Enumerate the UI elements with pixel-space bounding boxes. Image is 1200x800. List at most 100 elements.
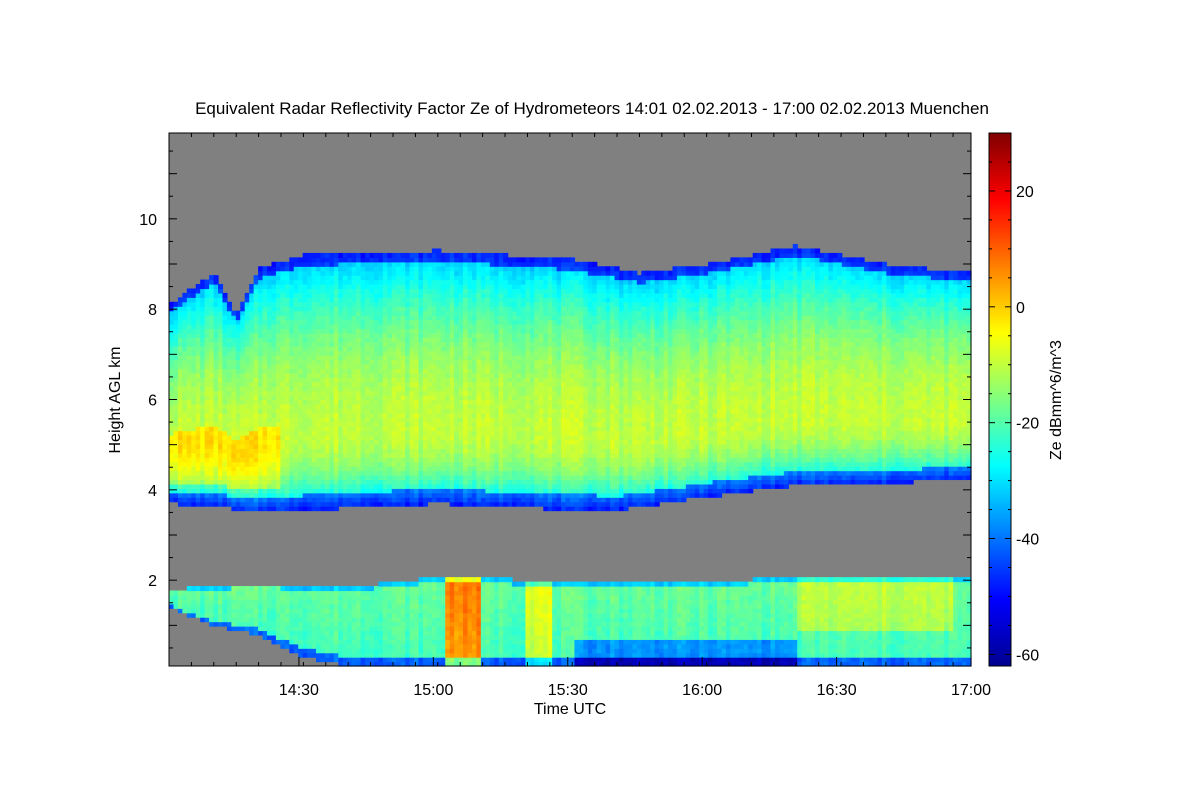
heatmap-cell xyxy=(324,603,330,609)
heatmap-cell xyxy=(258,368,264,374)
heatmap-cell xyxy=(182,386,188,392)
heatmap-cell xyxy=(226,412,232,418)
heatmap-cell xyxy=(177,372,183,378)
heatmap-cell xyxy=(218,310,224,316)
heatmap-cell xyxy=(467,448,473,454)
heatmap-cell xyxy=(396,421,402,427)
heatmap-cell xyxy=(463,408,469,414)
heatmap-cell xyxy=(195,390,201,396)
heatmap-cell xyxy=(275,621,281,627)
heatmap-cell xyxy=(218,599,224,605)
heatmap-cell xyxy=(471,266,478,272)
heatmap-cell xyxy=(409,377,415,383)
heatmap-cell xyxy=(182,412,188,418)
heatmap-cell xyxy=(369,661,375,667)
heatmap-cell xyxy=(414,395,420,401)
heatmap-cell xyxy=(186,435,192,441)
heatmap-cell xyxy=(284,634,290,640)
heatmap-cell xyxy=(365,372,371,378)
heatmap-cell xyxy=(440,310,446,316)
heatmap-cell xyxy=(382,443,388,449)
heatmap-cell xyxy=(382,612,388,618)
heatmap-cell xyxy=(431,257,437,263)
heatmap-cell xyxy=(280,359,286,365)
heatmap-cell xyxy=(356,492,362,498)
heatmap-cell xyxy=(449,657,455,663)
heatmap-cell xyxy=(222,372,228,378)
heatmap-cell xyxy=(271,626,277,632)
heatmap-cell xyxy=(195,461,201,467)
heatmap-cell xyxy=(485,501,491,507)
heatmap-cell xyxy=(418,599,424,605)
heatmap-cell xyxy=(436,279,442,285)
heatmap-cell xyxy=(209,403,215,409)
heatmap-cell xyxy=(405,652,411,658)
heatmap-cell xyxy=(454,452,460,458)
heatmap-cell xyxy=(258,399,264,405)
heatmap-cell xyxy=(289,599,295,605)
heatmap-cell xyxy=(302,337,308,343)
heatmap-cell xyxy=(253,599,259,605)
heatmap-cell xyxy=(347,381,353,387)
heatmap-cell xyxy=(249,426,255,432)
heatmap-cell xyxy=(409,612,415,618)
heatmap-cell xyxy=(373,430,380,436)
heatmap-cell xyxy=(431,617,437,623)
heatmap-cell xyxy=(329,630,335,636)
heatmap-cell xyxy=(356,497,362,503)
heatmap-cell xyxy=(463,643,469,649)
heatmap-cell xyxy=(396,332,402,338)
heatmap-cell xyxy=(262,590,268,596)
heatmap-cell xyxy=(431,457,437,463)
heatmap-cell xyxy=(378,332,384,338)
heatmap-cell xyxy=(342,448,348,454)
heatmap-cell xyxy=(458,270,464,276)
heatmap-cell xyxy=(302,448,308,454)
heatmap-cell xyxy=(191,452,197,458)
heatmap-cell xyxy=(391,634,397,640)
heatmap-cell xyxy=(449,621,455,627)
heatmap-cell xyxy=(396,643,402,649)
heatmap-cell xyxy=(347,648,353,654)
heatmap-cell xyxy=(369,359,375,365)
heatmap-cell xyxy=(293,466,299,472)
heatmap-cell xyxy=(467,301,473,307)
heatmap-cell xyxy=(209,332,215,338)
heatmap-cell xyxy=(177,332,183,338)
heatmap-cell xyxy=(471,288,478,294)
heatmap-cell xyxy=(422,581,429,587)
heatmap-cell xyxy=(333,470,339,476)
heatmap-cell xyxy=(387,639,393,645)
heatmap-cell xyxy=(396,257,402,263)
heatmap-cell xyxy=(436,412,442,418)
heatmap-cell xyxy=(284,372,290,378)
heatmap-cell xyxy=(382,359,388,365)
heatmap-cell xyxy=(467,257,473,263)
heatmap-cell xyxy=(316,275,322,281)
heatmap-cell xyxy=(382,270,388,276)
heatmap-cell xyxy=(378,328,384,334)
heatmap-cell xyxy=(347,470,353,476)
heatmap-cell xyxy=(177,448,183,454)
heatmap-cell xyxy=(311,306,317,312)
heatmap-cell xyxy=(476,643,482,649)
heatmap-cell xyxy=(298,612,304,618)
heatmap-cell xyxy=(414,603,420,609)
heatmap-cell xyxy=(378,581,384,587)
heatmap-cell xyxy=(200,426,206,432)
heatmap-cell xyxy=(262,408,268,414)
heatmap-cell xyxy=(436,630,442,636)
heatmap-cell xyxy=(275,306,281,312)
heatmap-cell xyxy=(400,439,406,445)
heatmap-cell xyxy=(316,372,322,378)
heatmap-cell xyxy=(440,461,446,467)
heatmap-cell xyxy=(316,412,322,418)
heatmap-cell xyxy=(280,377,286,383)
heatmap-cell xyxy=(218,315,224,321)
heatmap-cell xyxy=(369,439,375,445)
heatmap-cell xyxy=(373,612,380,618)
heatmap-cell xyxy=(253,372,259,378)
heatmap-cell xyxy=(400,310,406,316)
heatmap-cell xyxy=(311,341,317,347)
heatmap-cell xyxy=(351,626,357,632)
